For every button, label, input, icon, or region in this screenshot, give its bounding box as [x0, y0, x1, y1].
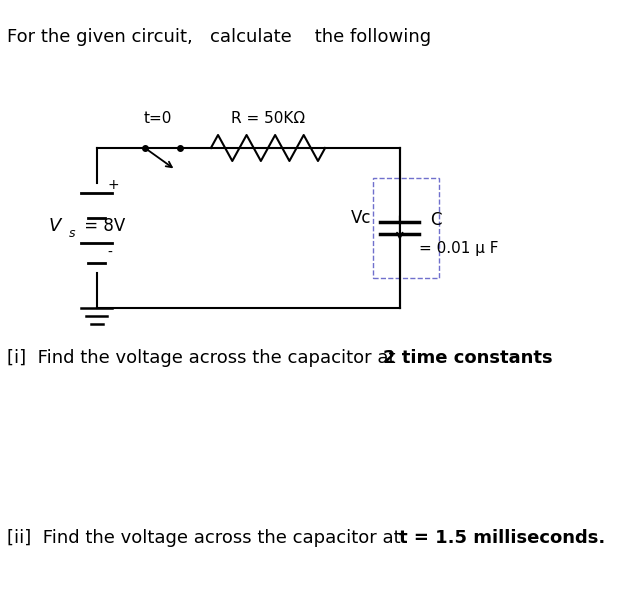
Text: R = 50KΩ: R = 50KΩ — [231, 111, 305, 126]
Text: +: + — [107, 178, 119, 192]
Text: -: - — [107, 246, 112, 260]
Text: For the given circuit,   calculate    the following: For the given circuit, calculate the fol… — [7, 28, 431, 46]
Text: 2 time constants: 2 time constants — [383, 349, 553, 367]
Text: t = 1.5 milliseconds.: t = 1.5 milliseconds. — [399, 529, 606, 547]
Text: Vc: Vc — [351, 209, 372, 227]
Text: t=0: t=0 — [144, 111, 173, 126]
Text: [i]  Find the voltage across the capacitor at: [i] Find the voltage across the capacito… — [7, 349, 401, 367]
Text: = 8V: = 8V — [79, 217, 125, 235]
Text: V: V — [49, 217, 60, 235]
Text: C: C — [430, 211, 442, 229]
Text: .: . — [514, 349, 520, 367]
Text: [ii]  Find the voltage across the capacitor at: [ii] Find the voltage across the capacit… — [7, 529, 412, 547]
Text: s: s — [69, 226, 75, 240]
Text: = 0.01 μ F: = 0.01 μ F — [419, 240, 498, 256]
